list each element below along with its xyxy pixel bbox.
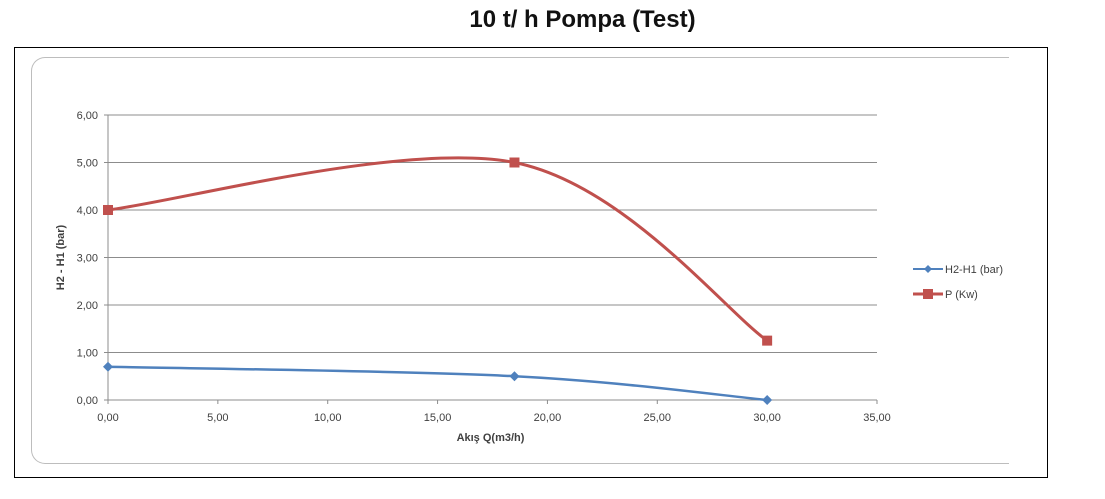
page-title: 10 t/ h Pompa (Test)	[469, 6, 696, 33]
y-tick-label: 0,00	[77, 395, 98, 407]
series-1	[103, 361, 773, 405]
legend-item: P (Kw)	[913, 289, 978, 301]
legend-label: P (Kw)	[945, 289, 978, 301]
legend-marker-square	[923, 289, 933, 299]
y-tick-label: 3,00	[77, 253, 98, 265]
y-tick-label: 6,00	[77, 110, 98, 122]
y-tick-label: 5,00	[77, 158, 98, 170]
legend-label: H2-H1 (bar)	[945, 264, 1003, 276]
x-tick-label: 20,00	[534, 412, 562, 424]
y-tick-label: 2,00	[77, 300, 98, 312]
outer-frame	[14, 47, 1048, 478]
grid-lines	[108, 114, 877, 401]
data-point-square	[509, 157, 520, 168]
data-point-diamond	[762, 395, 773, 405]
series-line	[107, 365, 768, 402]
axes: 0,00 1,00 2,00 3,00 4,00 5,00 6,00 0,00 5,00 10,0…	[77, 110, 891, 424]
series-2	[103, 156, 773, 346]
y-tick-label: 4,00	[77, 205, 98, 217]
data-point-diamond	[509, 371, 520, 382]
legend: H2-H1 (bar) P (Kw)	[913, 264, 1003, 301]
data-point-diamond	[103, 361, 113, 372]
x-tick-label: 35,00	[863, 412, 891, 424]
y-tick-label: 1,00	[77, 348, 98, 360]
x-tick-label: 25,00	[644, 412, 672, 424]
x-tick-label: 5,00	[207, 412, 228, 424]
x-tick-label: 0,00	[97, 412, 118, 424]
y-axis-label: H2 - H1 (bar)	[55, 224, 67, 290]
legend-marker-diamond	[924, 265, 932, 273]
chart-area	[31, 57, 1009, 464]
x-tick-label: 30,00	[753, 412, 781, 424]
series-layer	[103, 156, 773, 405]
data-point-square	[762, 335, 773, 346]
data-point-square	[103, 205, 113, 215]
x-axis-label: Akış Q(m3/h)	[457, 432, 525, 444]
x-tick-label: 15,00	[424, 412, 452, 424]
series-line	[107, 156, 769, 342]
legend-item: H2-H1 (bar)	[913, 264, 1003, 276]
x-tick-label: 10,00	[314, 412, 342, 424]
